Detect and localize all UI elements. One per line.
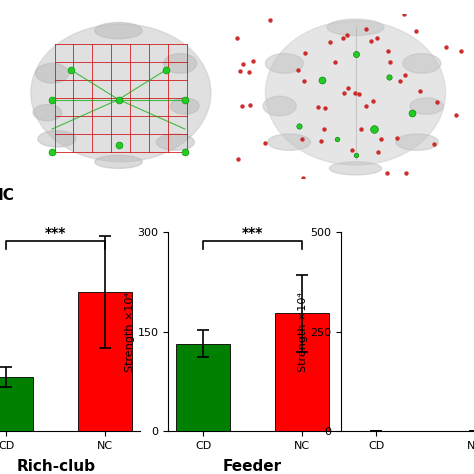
Ellipse shape — [156, 134, 194, 150]
Ellipse shape — [268, 134, 310, 150]
Text: ***: *** — [45, 226, 66, 240]
Bar — [274, 313, 329, 431]
Text: NC: NC — [0, 188, 14, 203]
Ellipse shape — [410, 98, 443, 114]
Ellipse shape — [38, 131, 76, 147]
Text: ***: *** — [242, 226, 263, 240]
Bar — [78, 292, 132, 431]
Ellipse shape — [95, 22, 142, 39]
Ellipse shape — [171, 98, 199, 114]
X-axis label: Feeder: Feeder — [223, 459, 282, 474]
Ellipse shape — [329, 162, 382, 175]
Bar — [0, 377, 34, 431]
X-axis label: Rich-club: Rich-club — [16, 459, 95, 474]
Ellipse shape — [396, 134, 438, 150]
Ellipse shape — [33, 104, 62, 121]
Ellipse shape — [265, 54, 303, 73]
Ellipse shape — [31, 24, 211, 162]
Y-axis label: Strength ×10⁴: Strength ×10⁴ — [298, 292, 308, 372]
Ellipse shape — [403, 54, 441, 73]
Ellipse shape — [164, 54, 197, 73]
Y-axis label: Strength ×10⁴: Strength ×10⁴ — [125, 292, 135, 372]
Ellipse shape — [36, 64, 69, 83]
Bar — [176, 344, 230, 431]
Ellipse shape — [327, 19, 384, 36]
Ellipse shape — [95, 155, 142, 168]
Ellipse shape — [263, 96, 296, 116]
Ellipse shape — [265, 21, 446, 165]
